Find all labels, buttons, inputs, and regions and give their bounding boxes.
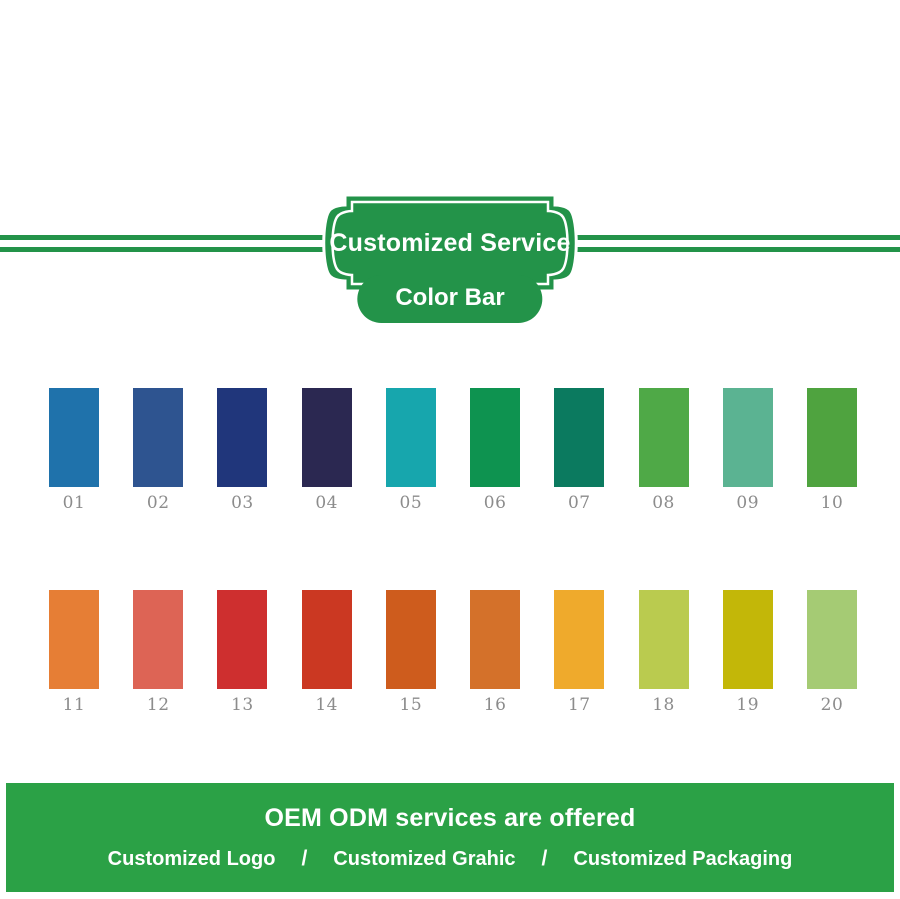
swatch-label: 01 bbox=[62, 493, 86, 513]
swatch-label: 11 bbox=[62, 695, 86, 715]
swatch-cell[interactable]: 06 bbox=[470, 388, 521, 513]
color-swatch-17[interactable] bbox=[554, 590, 605, 689]
color-swatch-07[interactable] bbox=[554, 388, 605, 487]
swatch-label: 20 bbox=[820, 695, 844, 715]
swatch-cell[interactable]: 14 bbox=[301, 590, 352, 715]
swatch-cell[interactable]: 01 bbox=[49, 388, 99, 512]
color-bar-pill: Color Bar bbox=[357, 275, 543, 324]
swatch-cell[interactable]: 03 bbox=[217, 388, 268, 513]
swatch-label: 09 bbox=[736, 493, 760, 513]
swatch-label: 18 bbox=[652, 695, 675, 715]
swatch-cell[interactable]: 20 bbox=[806, 590, 857, 715]
color-swatch-12[interactable] bbox=[133, 590, 184, 689]
page-title: Customized Service bbox=[329, 228, 571, 257]
swatch-cell[interactable]: 12 bbox=[133, 590, 184, 715]
swatch-cell[interactable]: 08 bbox=[638, 388, 689, 513]
swatch-cell[interactable]: 16 bbox=[470, 590, 521, 715]
color-swatch-05[interactable] bbox=[385, 388, 436, 487]
color-swatch-02[interactable] bbox=[133, 388, 184, 487]
swatch-cell[interactable]: 11 bbox=[49, 590, 99, 714]
color-swatch-18[interactable] bbox=[638, 590, 689, 689]
ribbon-shape-icon bbox=[322, 193, 578, 293]
swatch-cell[interactable]: 09 bbox=[722, 388, 773, 513]
swatch-cell[interactable]: 02 bbox=[133, 388, 184, 513]
swatch-label: 07 bbox=[567, 493, 591, 513]
swatch-label: 10 bbox=[820, 493, 844, 513]
swatch-label: 14 bbox=[315, 695, 338, 715]
swatch-cell[interactable]: 15 bbox=[385, 590, 436, 715]
color-swatch-10[interactable] bbox=[806, 388, 857, 487]
swatch-label: 03 bbox=[231, 493, 254, 513]
swatch-row-1: 01 02 03 04 05 06 07 08 bbox=[49, 388, 857, 512]
color-swatch-06[interactable] bbox=[470, 388, 521, 487]
swatch-label: 15 bbox=[399, 695, 423, 715]
swatch-cell[interactable]: 18 bbox=[638, 590, 689, 715]
color-swatch-11[interactable] bbox=[49, 590, 99, 689]
swatch-cell[interactable]: 10 bbox=[806, 388, 857, 513]
service-customized-packaging: Customized Packaging bbox=[573, 847, 793, 870]
swatch-row-2: 11 12 13 14 15 16 17 18 bbox=[49, 590, 857, 714]
color-swatch-15[interactable] bbox=[385, 590, 436, 689]
swatch-cell[interactable]: 17 bbox=[554, 590, 605, 715]
color-swatch-08[interactable] bbox=[638, 388, 689, 487]
swatch-label: 02 bbox=[146, 493, 170, 513]
color-swatch-14[interactable] bbox=[301, 590, 352, 689]
swatch-label: 04 bbox=[315, 493, 338, 513]
service-separator: / bbox=[301, 847, 308, 870]
swatch-label: 13 bbox=[231, 695, 254, 715]
footer-banner: OEM ODM services are offered Customized … bbox=[6, 783, 894, 892]
footer-headline: OEM ODM services are offered bbox=[264, 804, 636, 832]
swatch-label: 19 bbox=[736, 695, 760, 715]
swatch-label: 05 bbox=[399, 493, 423, 513]
swatch-label: 08 bbox=[652, 493, 675, 513]
color-swatch-01[interactable] bbox=[49, 388, 99, 487]
footer-services: Customized Logo / Customized Grahic / Cu… bbox=[108, 847, 793, 871]
header-band: Customized Service bbox=[0, 95, 900, 293]
color-swatch-04[interactable] bbox=[301, 388, 352, 487]
service-customized-logo: Customized Logo bbox=[107, 847, 276, 870]
swatch-cell[interactable]: 05 bbox=[385, 388, 436, 513]
swatch-cell[interactable]: 07 bbox=[554, 388, 605, 513]
color-swatch-20[interactable] bbox=[806, 590, 857, 689]
service-separator: / bbox=[541, 847, 548, 870]
header-ribbon: Customized Service bbox=[309, 193, 591, 293]
color-swatch-13[interactable] bbox=[217, 590, 268, 689]
swatch-cell[interactable]: 19 bbox=[722, 590, 773, 715]
color-swatch-03[interactable] bbox=[217, 388, 268, 487]
swatch-label: 16 bbox=[483, 695, 507, 715]
swatch-label: 17 bbox=[567, 695, 591, 715]
color-swatch-09[interactable] bbox=[722, 388, 773, 487]
swatch-cell[interactable]: 13 bbox=[217, 590, 268, 715]
swatch-label: 12 bbox=[146, 695, 170, 715]
swatch-cell[interactable]: 04 bbox=[301, 388, 352, 513]
swatch-label: 06 bbox=[483, 493, 507, 513]
color-swatch-19[interactable] bbox=[722, 590, 773, 689]
color-swatch-16[interactable] bbox=[470, 590, 521, 689]
service-customized-graphic: Customized Grahic bbox=[333, 847, 516, 870]
